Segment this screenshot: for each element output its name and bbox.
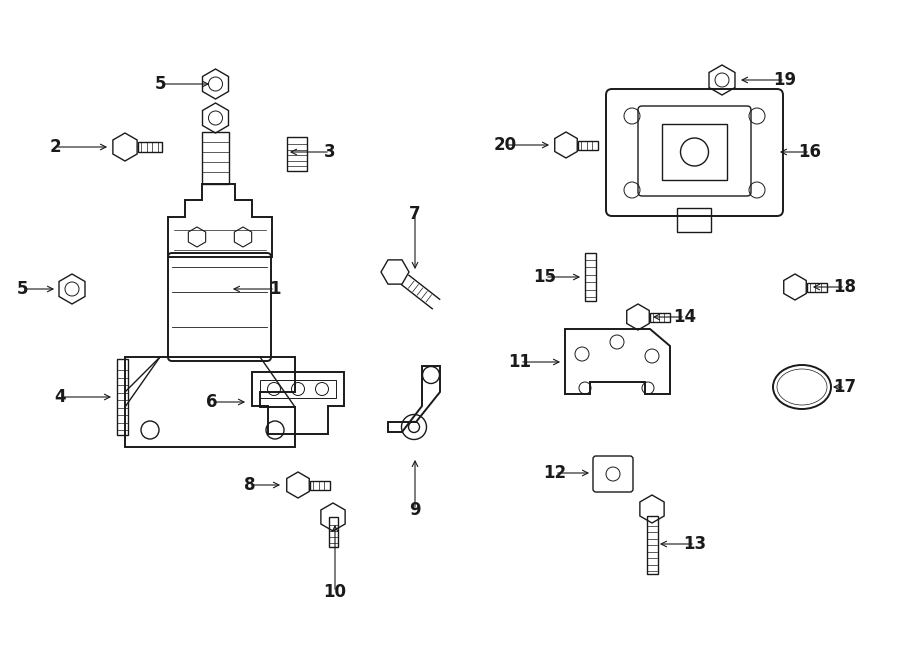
Text: 14: 14 — [673, 308, 697, 326]
Bar — [807, 283, 827, 291]
Bar — [310, 481, 330, 489]
Text: 6: 6 — [206, 393, 218, 411]
Bar — [287, 137, 307, 171]
Text: 9: 9 — [410, 501, 421, 519]
Bar — [138, 142, 162, 152]
Text: 7: 7 — [410, 205, 421, 223]
Bar — [328, 517, 338, 547]
Bar — [646, 516, 658, 574]
Text: 2: 2 — [50, 138, 61, 156]
Text: 13: 13 — [683, 535, 706, 553]
Text: 16: 16 — [798, 143, 822, 161]
Bar — [677, 208, 711, 232]
Text: 20: 20 — [493, 136, 517, 154]
Text: 10: 10 — [323, 583, 346, 601]
Text: 5: 5 — [154, 75, 166, 93]
Text: 1: 1 — [269, 280, 281, 298]
Bar — [260, 380, 336, 398]
Text: 5: 5 — [16, 280, 28, 298]
Text: 19: 19 — [773, 71, 796, 89]
Bar — [116, 359, 128, 435]
Text: 11: 11 — [508, 353, 532, 371]
Text: 8: 8 — [244, 476, 256, 494]
Bar — [584, 253, 596, 301]
Text: 15: 15 — [534, 268, 556, 286]
Text: 17: 17 — [833, 378, 857, 396]
Text: 4: 4 — [54, 388, 66, 406]
Bar — [650, 312, 670, 322]
Bar — [662, 124, 727, 180]
Text: 3: 3 — [324, 143, 336, 161]
Text: 12: 12 — [544, 464, 567, 482]
Bar — [578, 140, 598, 150]
Text: 18: 18 — [833, 278, 857, 296]
Bar — [202, 132, 229, 184]
